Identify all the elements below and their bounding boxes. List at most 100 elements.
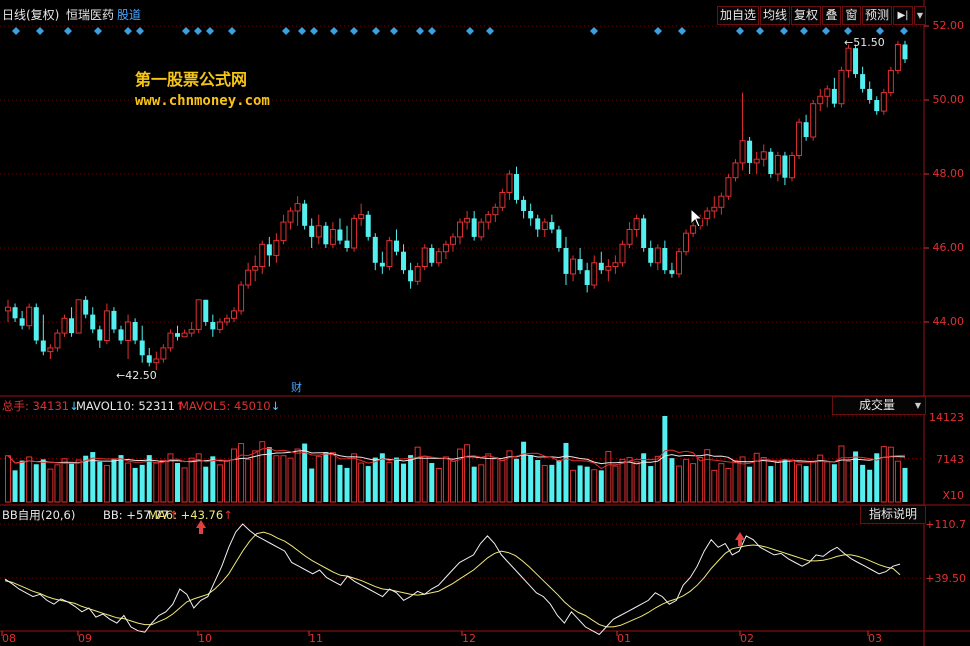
event-diamond-icon <box>390 27 398 35</box>
volume-bar-down <box>97 461 103 502</box>
candle-body-up <box>774 155 781 175</box>
volume-bar-down <box>146 455 152 502</box>
adjust-button[interactable]: 复权 <box>791 6 821 25</box>
price-axis-label: 52.00 <box>932 19 965 32</box>
candle-body-down <box>867 88 873 100</box>
candle-body-up <box>195 299 202 330</box>
candle-body-down <box>860 74 866 89</box>
candle-body-down <box>309 225 315 237</box>
volume-bar-up <box>796 464 803 503</box>
candle-body-up <box>47 347 54 353</box>
low-price-annotation: ←42.50 <box>116 369 157 382</box>
volume-bar-up <box>457 448 464 503</box>
mavol10-label: MAVOL10: 52311↑ <box>76 399 185 413</box>
volume-bar-up <box>478 464 485 503</box>
volume-bar-down <box>514 458 520 502</box>
candle-body-up <box>817 95 824 105</box>
finance-event-marker[interactable]: 财 <box>291 381 302 394</box>
dropdown-arrow-icon[interactable]: ▼ <box>914 6 926 25</box>
add-watchlist-button[interactable]: 加自选 <box>717 6 759 25</box>
candle-body-up <box>633 217 640 230</box>
volume-bar-down <box>747 466 753 502</box>
volume-bar-up <box>329 452 336 503</box>
candle-body-up <box>541 221 548 231</box>
indicator-help-button[interactable]: 指标说明 <box>860 505 926 524</box>
volume-bar-up <box>541 464 548 503</box>
candle-body-down <box>563 248 569 274</box>
volume-bar-up <box>442 456 449 503</box>
candle-body-down <box>768 151 774 174</box>
candle-body-up <box>245 269 252 286</box>
volume-bar-up <box>675 465 682 503</box>
ma-lines-button[interactable]: 均线 <box>760 6 790 25</box>
volume-bar-up <box>718 463 725 503</box>
date-axis-label: 10 <box>198 632 212 645</box>
event-diamond-icon <box>206 27 214 35</box>
volume-bar-down <box>111 459 117 502</box>
volume-bar-down <box>210 456 216 502</box>
candle-body-up <box>464 217 471 223</box>
candle-body-down <box>831 88 837 104</box>
forecast-button[interactable]: 预测 <box>862 6 892 25</box>
price-axis-label: 46.00 <box>932 241 965 254</box>
candle-body-down <box>203 299 209 322</box>
volume-bar-up <box>633 461 640 503</box>
candle-body-up <box>449 236 456 245</box>
candle-body-up <box>838 69 845 105</box>
candle-body-down <box>118 329 124 341</box>
volume-bar-down <box>337 464 343 502</box>
volume-bar-down <box>662 416 668 502</box>
nav-link-gudao[interactable]: 股道 <box>117 8 142 22</box>
volume-bar-up <box>760 457 767 503</box>
volume-bar-up <box>683 458 690 503</box>
event-diamond-icon <box>182 27 190 35</box>
candle-body-down <box>747 140 753 163</box>
candle-body-down <box>266 244 272 256</box>
event-diamond-icon <box>194 27 202 35</box>
overlay-button[interactable]: 叠 <box>822 6 841 25</box>
candle-body-up <box>711 206 718 212</box>
volume-bar-up <box>103 464 110 503</box>
volume-bar-down <box>549 464 555 502</box>
volume-bar-down <box>584 466 590 502</box>
window-button[interactable]: 窗 <box>842 6 861 25</box>
candle-body-down <box>40 340 46 352</box>
candle-body-up <box>26 306 33 327</box>
volume-bar-up <box>570 469 577 503</box>
event-diamond-icon <box>736 27 744 35</box>
volume-bar-up <box>75 459 82 503</box>
volume-bar-up <box>725 468 732 503</box>
candle-body-down <box>521 199 527 211</box>
date-axis-label: 03 <box>868 632 882 645</box>
event-diamond-icon <box>486 27 494 35</box>
volume-bar-up <box>160 460 167 503</box>
candle-body-down <box>69 318 75 334</box>
candle-body-up <box>457 221 464 238</box>
volume-bar-up <box>421 455 428 503</box>
mouse-cursor-icon <box>690 207 704 232</box>
volume-bar-up <box>591 469 598 503</box>
event-diamond-icon <box>876 27 884 35</box>
volume-bar-up <box>810 460 817 503</box>
volume-bar-up <box>26 456 33 503</box>
volume-bar-up <box>252 450 259 503</box>
candle-body-up <box>796 121 803 156</box>
volume-bar-down <box>344 467 350 502</box>
volume-bar-up <box>619 458 626 503</box>
volume-bar-up <box>47 468 54 503</box>
event-diamond-icon <box>136 27 144 35</box>
candle-body-up <box>442 243 449 253</box>
candle-body-down <box>471 218 477 237</box>
volume-bar-down <box>118 455 124 502</box>
candle-body-up <box>358 214 365 219</box>
volume-bar-up <box>287 457 294 503</box>
period-label[interactable]: 日线(复权) <box>2 8 60 22</box>
indicator-select-dropdown[interactable]: 成交量 ▼ <box>832 396 926 415</box>
volume-bar-down <box>323 452 329 502</box>
volume-bar-up <box>435 468 442 503</box>
more-button[interactable]: ▶| <box>893 6 913 25</box>
candle-body-up <box>760 151 767 160</box>
candle-body-up <box>216 321 223 330</box>
